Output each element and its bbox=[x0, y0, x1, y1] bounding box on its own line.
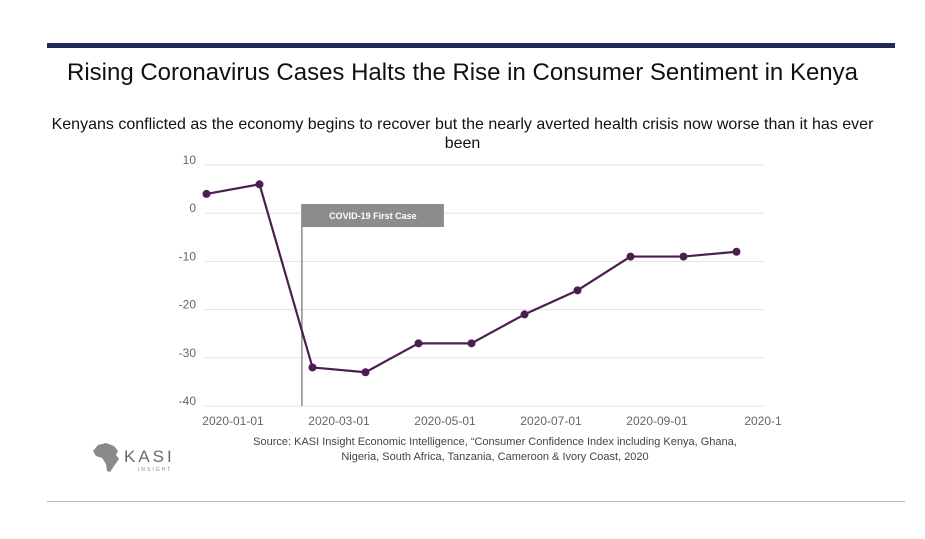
logo-wordmark: KASI bbox=[124, 447, 175, 466]
logo-subtext: INSIGHT bbox=[138, 467, 172, 473]
annotation-label: COVID-19 First Case bbox=[329, 211, 417, 221]
data-point bbox=[467, 339, 476, 348]
data-point bbox=[361, 368, 370, 377]
y-tick-label: -30 bbox=[179, 346, 197, 360]
grid-layer bbox=[205, 164, 765, 407]
x-tick-label: 2020-05-01 bbox=[414, 414, 476, 428]
bottom-rule bbox=[47, 501, 905, 502]
series-layer bbox=[202, 180, 741, 377]
africa-map-icon bbox=[93, 443, 119, 472]
y-tick-label: -10 bbox=[179, 249, 197, 263]
source-line-2: Nigeria, South Africa, Tanzania, Cameroo… bbox=[341, 451, 649, 463]
data-point bbox=[255, 180, 264, 189]
axis-layer: 10 0 -10 -20 -30 -40 2020-01-01 2020-03-01 2020-… bbox=[179, 153, 782, 428]
x-tick-label: 2020-09-01 bbox=[626, 414, 688, 428]
page-subtitle: Kenyans conflicted as the economy begins… bbox=[51, 116, 874, 152]
page-title: Rising Coronavirus Cases Halts the Rise … bbox=[66, 59, 858, 86]
source-note: Source: KASI Insight Economic Intelligen… bbox=[210, 435, 780, 465]
data-point bbox=[573, 286, 582, 295]
data-point bbox=[202, 189, 211, 198]
data-point bbox=[414, 339, 423, 348]
annotation-box bbox=[301, 204, 444, 227]
x-tick-label: 2020-03-01 bbox=[308, 414, 370, 428]
y-tick-label: 10 bbox=[183, 153, 197, 167]
data-point bbox=[520, 310, 529, 319]
y-tick-label: 0 bbox=[189, 201, 196, 215]
y-tick-label: -40 bbox=[179, 394, 197, 408]
x-tick-label: 2020-01-01 bbox=[202, 414, 264, 428]
data-point bbox=[732, 247, 741, 256]
data-point bbox=[308, 363, 317, 372]
data-point bbox=[679, 252, 688, 261]
x-tick-label: 2020-1 bbox=[744, 414, 782, 428]
y-tick-label: -20 bbox=[179, 298, 197, 312]
kasi-logo: KASI INSIGHT bbox=[92, 442, 202, 479]
data-point bbox=[626, 252, 635, 261]
top-rule bbox=[47, 43, 895, 48]
annotation-layer: COVID-19 First Case bbox=[301, 204, 444, 406]
x-tick-label: 2020-07-01 bbox=[520, 414, 582, 428]
source-line-1: Source: KASI Insight Economic Intelligen… bbox=[253, 436, 737, 448]
